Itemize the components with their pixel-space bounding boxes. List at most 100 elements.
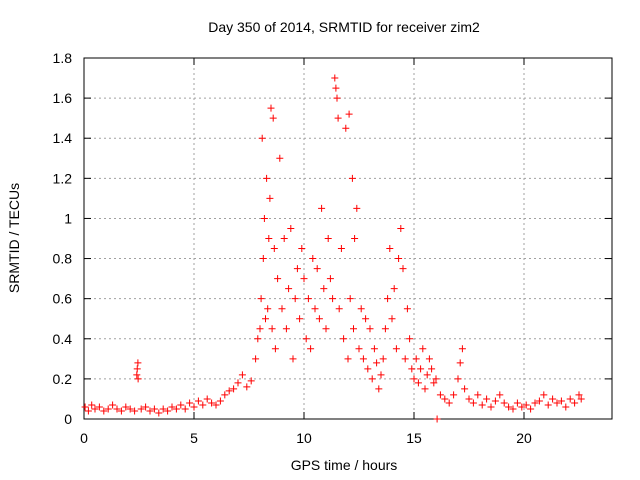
data-point	[390, 285, 398, 293]
data-point	[274, 275, 282, 283]
data-point	[287, 224, 295, 232]
data-point	[337, 245, 345, 253]
x-tick-label: 20	[516, 430, 532, 446]
data-point	[544, 401, 552, 409]
data-point	[282, 325, 290, 333]
data-point	[421, 385, 429, 393]
data-point	[344, 355, 352, 363]
data-point	[540, 391, 548, 399]
data-point	[342, 124, 350, 132]
data-point	[381, 325, 389, 333]
y-axis-title: SRMTID / TECUs	[6, 183, 22, 293]
data-point	[309, 255, 317, 263]
x-tick-label: 5	[190, 430, 198, 446]
data-point	[332, 84, 340, 92]
data-point	[263, 174, 271, 182]
data-point	[199, 401, 207, 409]
y-tick-label: 1.6	[53, 90, 73, 106]
data-point	[483, 395, 491, 403]
data-point	[257, 295, 265, 303]
data-point	[262, 315, 269, 323]
data-point	[412, 355, 420, 363]
data-point	[362, 315, 370, 323]
data-point	[406, 335, 414, 343]
data-point	[212, 401, 220, 409]
data-point	[137, 405, 145, 413]
data-point	[298, 245, 306, 253]
data-point	[359, 355, 367, 363]
data-point	[379, 355, 387, 363]
data-point	[575, 391, 583, 399]
x-tick-label: 0	[80, 430, 88, 446]
data-point	[419, 345, 427, 353]
data-point	[280, 235, 288, 242]
x-tick-labels: 0 5 10 15 20	[80, 430, 532, 446]
data-point	[491, 397, 499, 405]
data-point	[436, 391, 444, 399]
data-point	[84, 407, 92, 415]
data-point	[441, 395, 449, 403]
data-point	[285, 285, 293, 293]
data-point	[518, 403, 526, 411]
plot-frame	[83, 57, 613, 420]
data-point	[252, 355, 260, 363]
data-point	[267, 104, 275, 112]
x-tick-label: 10	[296, 430, 312, 446]
data-point	[126, 405, 134, 413]
y-tick-label: 1.8	[53, 50, 73, 66]
y-tick-label: 0.6	[53, 291, 73, 307]
data-point	[357, 305, 365, 313]
data-point	[133, 365, 141, 373]
data-point	[289, 355, 297, 363]
data-point	[172, 405, 180, 413]
data-point	[134, 375, 142, 383]
data-point	[260, 214, 268, 222]
data-point	[384, 295, 392, 303]
data-point	[318, 204, 326, 212]
data-point	[368, 375, 376, 383]
data-point	[505, 403, 513, 411]
data-point	[258, 134, 266, 142]
data-point	[104, 405, 112, 413]
data-point	[353, 204, 361, 212]
data-point	[403, 305, 411, 313]
data-point	[270, 245, 278, 253]
data-point	[221, 391, 229, 399]
data-point	[445, 399, 453, 407]
data-point	[238, 371, 246, 379]
data-point	[377, 371, 385, 379]
data-point	[329, 295, 337, 303]
data-point	[81, 403, 89, 411]
data-point	[450, 391, 458, 399]
data-point	[527, 405, 535, 413]
data-point	[557, 397, 565, 405]
data-point	[230, 385, 238, 393]
data-point	[181, 405, 189, 413]
data-point	[469, 399, 477, 407]
data-point	[159, 405, 167, 413]
data-point	[456, 359, 464, 367]
data-point	[208, 399, 216, 407]
x-axis-title: GPS time / hours	[291, 457, 398, 473]
data-point	[315, 315, 323, 323]
data-point	[278, 305, 286, 313]
data-point	[91, 405, 99, 413]
data-point	[300, 275, 308, 283]
data-point	[265, 235, 273, 242]
data-point	[186, 399, 194, 407]
data-point	[496, 391, 504, 399]
data-point	[553, 399, 561, 407]
y-tick-label: 1	[64, 210, 72, 226]
data-point	[269, 114, 277, 122]
data-point	[304, 295, 312, 303]
axis-ticks	[83, 57, 612, 420]
data-point	[268, 325, 276, 333]
data-point	[322, 325, 330, 333]
data-point	[350, 325, 357, 333]
data-point	[522, 401, 530, 409]
data-point	[386, 245, 394, 253]
data-point	[425, 355, 433, 363]
data-point	[562, 403, 570, 411]
data-point	[190, 403, 198, 411]
